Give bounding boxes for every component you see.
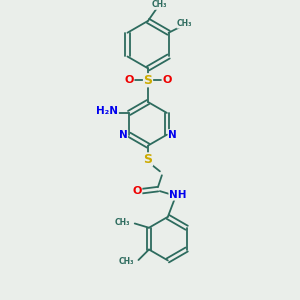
Text: S: S xyxy=(143,153,152,166)
Text: O: O xyxy=(132,186,142,196)
Text: N: N xyxy=(119,130,128,140)
Text: CH₃: CH₃ xyxy=(114,218,130,227)
Text: NH: NH xyxy=(169,190,187,200)
Text: O: O xyxy=(124,75,134,85)
Text: S: S xyxy=(143,74,152,87)
Text: O: O xyxy=(162,75,172,85)
Text: CH₃: CH₃ xyxy=(177,19,193,28)
Text: N: N xyxy=(168,130,177,140)
Text: H₂N: H₂N xyxy=(96,106,118,116)
Text: CH₃: CH₃ xyxy=(119,257,134,266)
Text: CH₃: CH₃ xyxy=(151,0,167,9)
